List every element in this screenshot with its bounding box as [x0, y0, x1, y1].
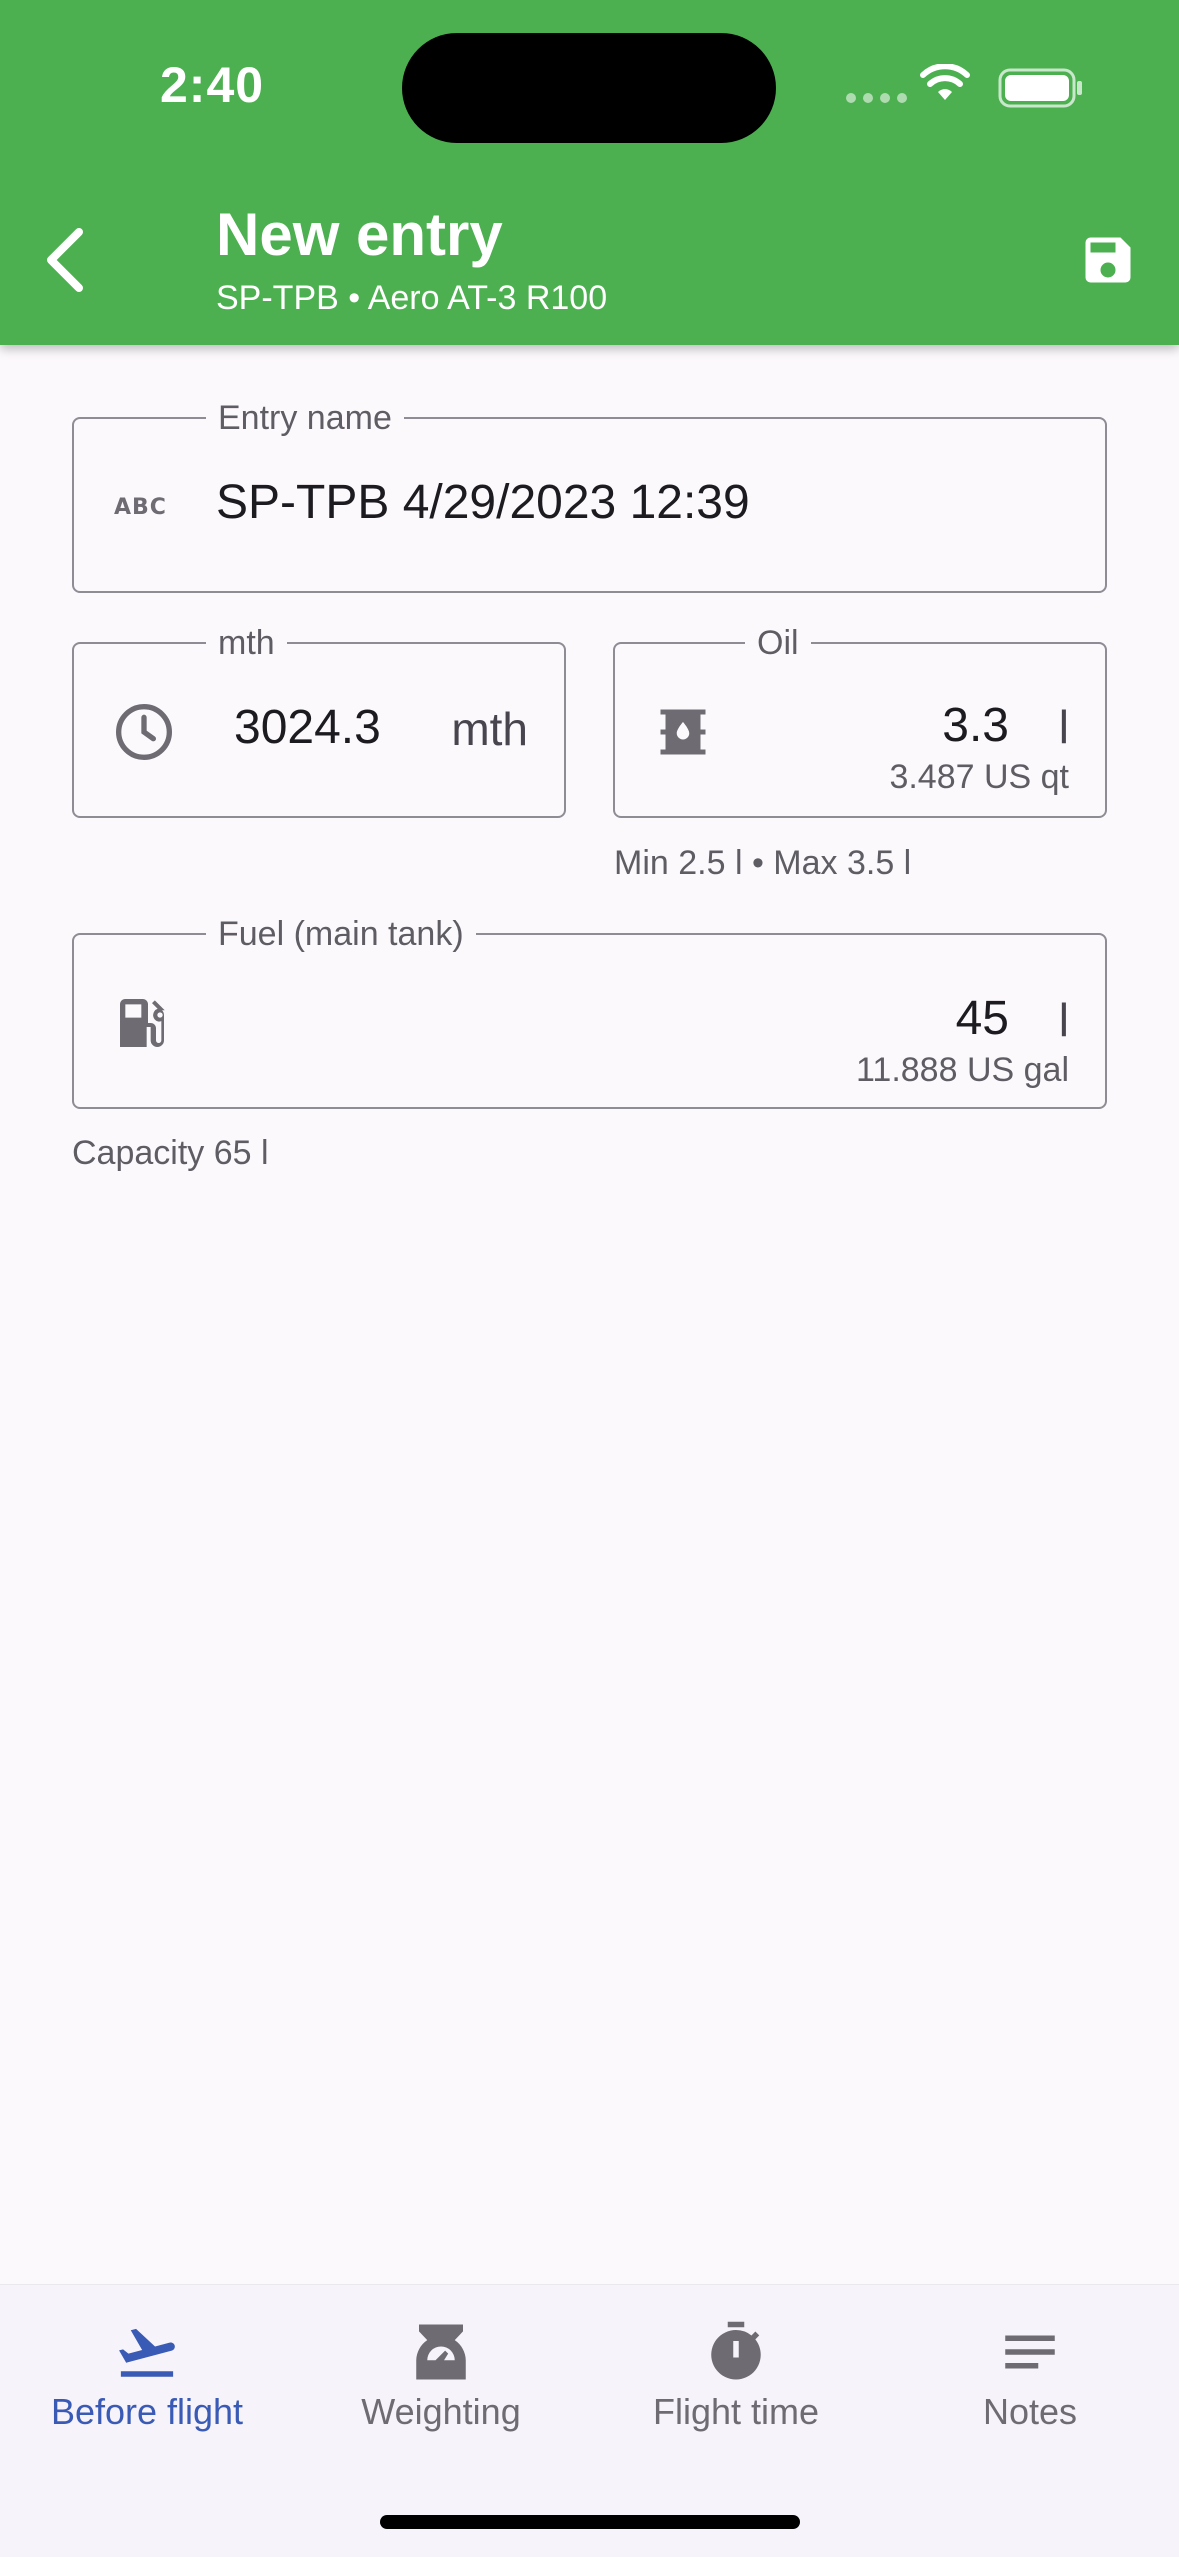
mth-unit: mth [451, 703, 528, 755]
entry-name-field[interactable]: Entry name ABC SP-TPB 4/29/2023 12:39 [72, 399, 1107, 593]
bottom-navigation: Before flight Weighting Flight time Note… [0, 2284, 1179, 2557]
oil-unit: l [1058, 701, 1069, 753]
mth-field[interactable]: mth 3024.3 mth [72, 624, 566, 818]
fuel-value[interactable]: 45 [955, 992, 1009, 1045]
fuel-field[interactable]: Fuel (main tank) 45 l 11.888 US gal [72, 915, 1107, 1109]
save-icon [1085, 237, 1131, 283]
notes-icon [1005, 2335, 1055, 2369]
entry-name-label: Entry name [206, 399, 404, 437]
stopwatch-icon [711, 2321, 761, 2380]
status-time: 2:40 [160, 57, 265, 113]
page-subtitle: SP-TPB • Aero AT-3 R100 [216, 279, 608, 317]
app-bar: 2:40 New entry SP-TPB • Aero AT-3 R100 [0, 0, 1179, 345]
clock-icon [116, 704, 172, 760]
nav-weighting[interactable]: Weighting [294, 2285, 588, 2465]
oil-barrel-icon [660, 709, 706, 755]
mth-label: mth [206, 624, 287, 662]
fuel-unit: l [1058, 994, 1069, 1046]
oil-field[interactable]: Oil 3.3 l 3.487 US qt [613, 624, 1107, 818]
nav-before-flight[interactable]: Before flight [0, 2285, 294, 2465]
oil-value[interactable]: 3.3 [942, 699, 1009, 752]
save-button[interactable] [1070, 222, 1146, 298]
dynamic-island [402, 33, 776, 143]
oil-helper-text: Min 2.5 l • Max 3.5 l [614, 844, 912, 882]
takeoff-icon [119, 2328, 175, 2377]
back-button[interactable] [30, 222, 100, 298]
svg-text:ABC: ABC [114, 495, 167, 519]
fuel-helper-text: Capacity 65 l [72, 1134, 269, 1172]
oil-label: Oil [745, 624, 811, 662]
abc-icon: ABC [114, 495, 167, 519]
page-title: New entry [216, 201, 503, 268]
mth-value[interactable]: 3024.3 [234, 701, 381, 754]
nav-label-notes: Notes [982, 2391, 1078, 2432]
nav-label-before-flight: Before flight [50, 2391, 244, 2432]
nav-flight-time[interactable]: Flight time [589, 2285, 883, 2465]
nav-label-weighting: Weighting [361, 2391, 521, 2432]
nav-notes[interactable]: Notes [883, 2285, 1177, 2465]
home-indicator[interactable] [380, 2515, 800, 2529]
scale-icon [416, 2324, 466, 2380]
oil-secondary: 3.487 US qt [889, 758, 1069, 796]
entry-name-value[interactable]: SP-TPB 4/29/2023 12:39 [216, 476, 750, 529]
battery-icon [998, 68, 1082, 108]
fuel-pump-icon [120, 999, 165, 1047]
fuel-secondary: 11.888 US gal [856, 1051, 1069, 1089]
wifi-icon [920, 64, 970, 100]
nav-label-flight-time: Flight time [652, 2391, 820, 2432]
cellular-signal-icon [846, 93, 907, 103]
fuel-label: Fuel (main tank) [206, 915, 476, 953]
chevron-left-icon [47, 228, 83, 292]
